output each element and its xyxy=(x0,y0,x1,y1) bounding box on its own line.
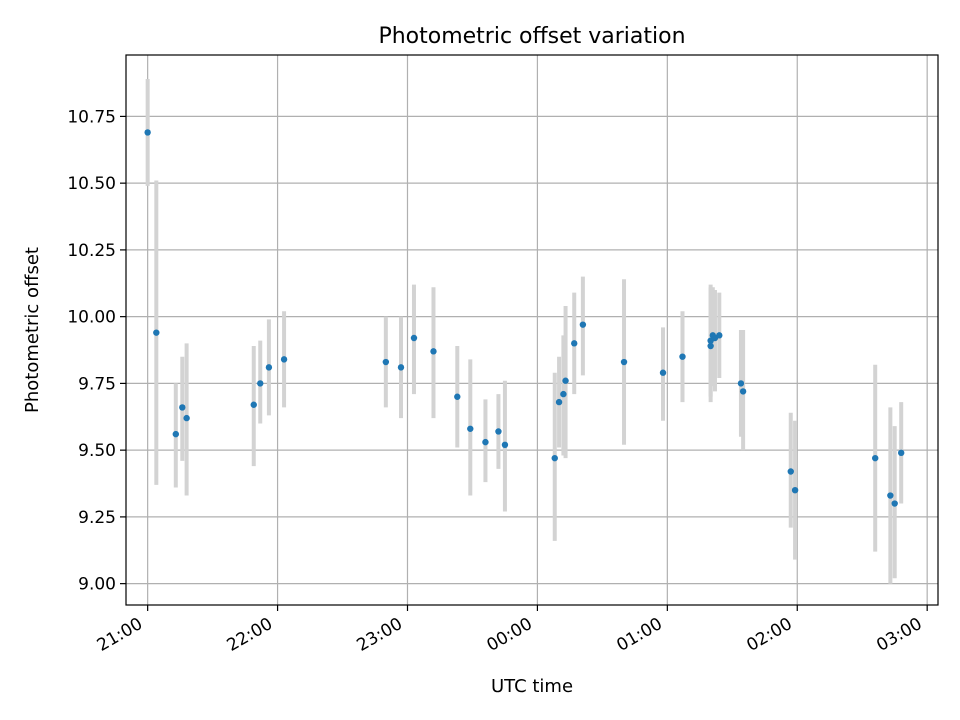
data-point xyxy=(716,332,723,339)
data-point xyxy=(872,454,879,462)
data-point xyxy=(791,486,799,494)
y-tick-label: 9.25 xyxy=(78,508,116,528)
data-point xyxy=(551,454,558,462)
data-point xyxy=(280,356,288,363)
y-tick-label: 10.75 xyxy=(67,107,116,127)
data-point xyxy=(179,404,186,411)
y-tick-label: 9.50 xyxy=(78,441,116,461)
data-point xyxy=(659,369,667,376)
data-point xyxy=(495,428,502,435)
data-point xyxy=(707,342,714,350)
data-point xyxy=(382,358,390,366)
plot-frame xyxy=(125,54,939,606)
data-point xyxy=(739,388,747,395)
y-tick-label: 9.00 xyxy=(78,575,116,595)
data-point xyxy=(579,321,587,328)
data-point xyxy=(560,390,567,398)
chart-title: Photometric offset variation xyxy=(378,24,685,49)
data-point xyxy=(887,492,894,499)
data-point xyxy=(620,358,628,366)
data-point xyxy=(891,500,898,507)
data-point xyxy=(737,380,745,387)
data-point xyxy=(430,348,437,355)
data-point xyxy=(501,441,509,449)
data-points xyxy=(144,129,905,507)
data-point xyxy=(787,468,794,475)
data-point xyxy=(257,380,264,387)
data-point xyxy=(571,340,578,347)
data-point xyxy=(250,401,257,408)
data-point xyxy=(144,129,151,136)
data-point xyxy=(467,425,474,432)
y-tick-label: 9.75 xyxy=(78,374,116,394)
data-point xyxy=(183,414,190,422)
data-point xyxy=(172,430,180,438)
y-axis-label: Photometric offset xyxy=(22,247,43,413)
data-point xyxy=(153,329,160,336)
data-point xyxy=(562,377,569,384)
x-axis-label: UTC time xyxy=(491,676,573,697)
data-point xyxy=(482,438,489,446)
y-tick-label: 10.25 xyxy=(67,241,116,261)
data-point xyxy=(410,334,418,342)
data-point xyxy=(265,364,273,371)
data-point xyxy=(454,393,461,400)
data-point xyxy=(897,449,905,457)
data-point xyxy=(679,353,686,360)
data-point xyxy=(555,398,563,406)
y-axis-ticks: 9.00 9.25 9.50 9.75 10.00 10.25 10.50 10.75 xyxy=(67,107,126,595)
data-point xyxy=(397,364,405,371)
y-tick-label: 10.00 xyxy=(67,308,116,328)
y-tick-label: 10.50 xyxy=(67,174,116,194)
